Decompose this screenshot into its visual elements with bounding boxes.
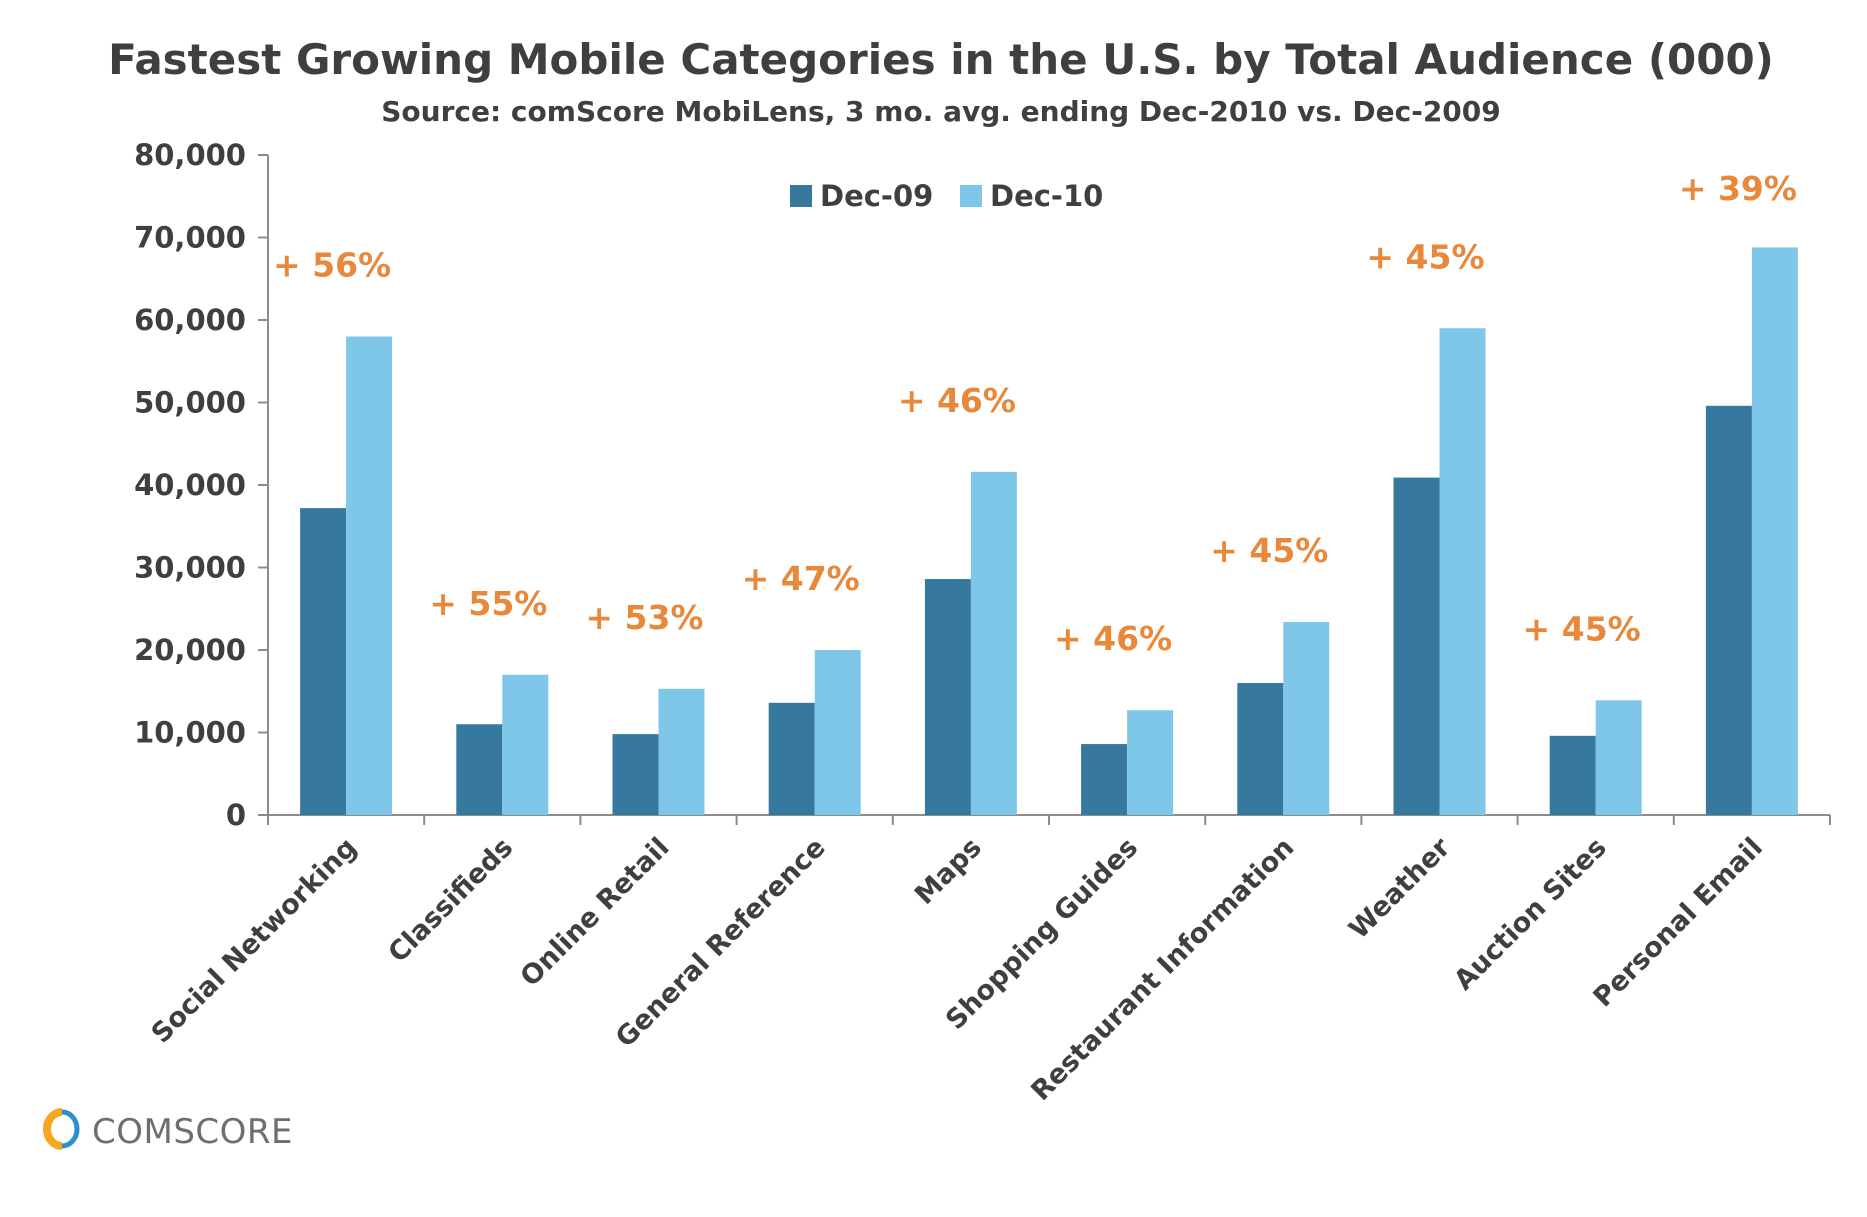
legend-label: Dec-09 (820, 179, 933, 213)
x-tick-label: Weather (1343, 832, 1457, 946)
y-tick-label: 60,000 (134, 303, 246, 337)
chart-title: Fastest Growing Mobile Categories in the… (108, 35, 1774, 84)
bar-dec-10 (814, 650, 861, 815)
growth-label: + 39% (1679, 169, 1797, 208)
growth-label: + 45% (1210, 531, 1328, 570)
bar-dec-10 (1127, 710, 1174, 815)
growth-label: + 53% (585, 598, 703, 637)
growth-label: + 47% (742, 559, 860, 598)
growth-label: + 46% (898, 381, 1016, 420)
legend-swatch (790, 185, 812, 207)
x-tick-label: Online Retail (515, 832, 676, 993)
logo-arc-orange (43, 1108, 63, 1150)
y-tick-label: 40,000 (134, 468, 246, 502)
bar-dec-10 (1595, 700, 1642, 815)
bar-dec-09 (1705, 405, 1752, 815)
bar-dec-10 (1751, 247, 1798, 815)
y-tick-label: 20,000 (134, 633, 246, 667)
logo-arc-blue (61, 1109, 80, 1149)
bar-dec-10 (1439, 328, 1486, 815)
bar-dec-09 (768, 702, 815, 815)
legend: Dec-09 Dec-10 (790, 179, 1103, 213)
y-tick-label: 30,000 (134, 551, 246, 585)
bar-dec-09 (1081, 744, 1128, 815)
bar-dec-09 (924, 579, 971, 815)
comscore-logo-text: COMSCORE (92, 1112, 293, 1152)
y-tick-label: 70,000 (134, 221, 246, 255)
x-tick-label: Restaurant Information (1025, 832, 1300, 1107)
comscore-logo-icon (43, 1108, 80, 1150)
bar-dec-09 (612, 734, 659, 815)
chart-subtitle: Source: comScore MobiLens, 3 mo. avg. en… (381, 95, 1501, 128)
growth-annotations: + 56% + 55% + 53% + 47% + 46% + 46% + 45% + 45%… (273, 169, 1797, 658)
bar-dec-10 (346, 336, 393, 815)
bar-dec-09 (1237, 683, 1284, 815)
x-tick-label: Auction Sites (1448, 832, 1612, 996)
x-tick-label: Social Networking (146, 832, 363, 1049)
bars (300, 247, 1798, 815)
bar-dec-09 (1549, 735, 1596, 815)
legend-swatch (960, 185, 982, 207)
bar-dec-10 (1283, 621, 1330, 815)
bar-dec-10 (658, 688, 705, 815)
y-tick-label: 0 (226, 798, 246, 832)
x-tick-label: Personal Email (1588, 832, 1769, 1013)
growth-label: + 55% (429, 584, 547, 623)
growth-label: + 46% (1054, 619, 1172, 658)
bar-dec-10 (970, 471, 1017, 815)
x-tick-label: Maps (909, 832, 988, 911)
bar-dec-09 (1393, 477, 1440, 815)
growth-label: + 45% (1523, 609, 1641, 648)
x-tick-label: Classifieds (382, 832, 519, 969)
growth-label: + 45% (1366, 237, 1484, 276)
bar-dec-09 (300, 508, 347, 815)
y-tick-label: 50,000 (134, 386, 246, 420)
y-tick-label: 10,000 (134, 716, 246, 750)
y-tick-label: 80,000 (134, 138, 246, 172)
comscore-logo: COMSCORE (43, 1108, 293, 1152)
bar-dec-09 (456, 724, 503, 815)
y-axis: 0 10,000 20,000 30,000 40,000 50,000 60,000 70,… (134, 138, 269, 832)
legend-label: Dec-10 (990, 179, 1103, 213)
bar-dec-10 (502, 674, 549, 815)
growth-label: + 56% (273, 246, 391, 285)
